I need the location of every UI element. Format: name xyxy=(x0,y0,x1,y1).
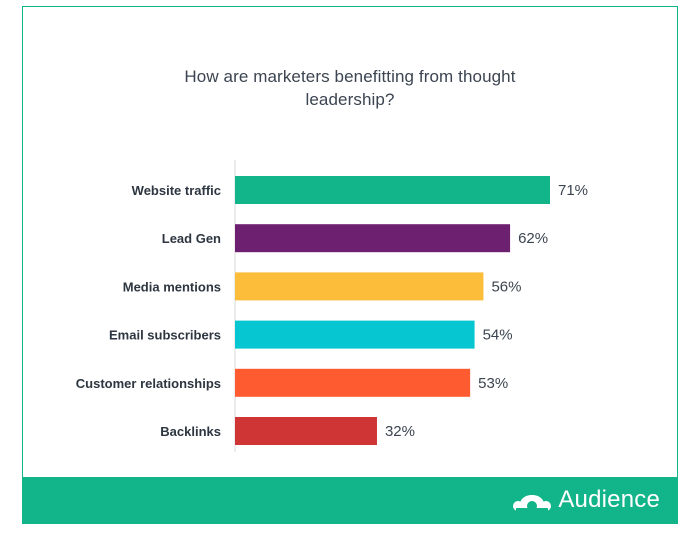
category-label-4: Customer relationships xyxy=(76,376,221,391)
bar-0 xyxy=(235,176,550,204)
category-label-1: Lead Gen xyxy=(162,231,221,246)
value-label-2: 56% xyxy=(491,278,521,295)
value-label-1: 62% xyxy=(518,230,548,247)
value-label-3: 54% xyxy=(483,327,513,344)
category-label-3: Email subscribers xyxy=(109,328,221,343)
category-label-0: Website traffic xyxy=(132,183,221,198)
chart-title-line-1: How are marketers benefitting from thoug… xyxy=(184,67,516,86)
brand-name: Audience xyxy=(558,486,660,513)
value-label-5: 32% xyxy=(385,423,415,440)
value-label-4: 53% xyxy=(478,375,508,392)
bar-chart: Website traffic 71% Lead Gen 62% Media menti… xyxy=(76,160,588,452)
bar-3 xyxy=(235,320,475,349)
footer-bar: Audience xyxy=(22,477,678,524)
brand: Audience xyxy=(512,485,660,515)
chart-title-line-2: leadership? xyxy=(305,90,395,109)
bar-4 xyxy=(235,368,471,397)
bar-5 xyxy=(235,417,377,445)
bar-2 xyxy=(235,272,484,301)
category-label-5: Backlinks xyxy=(160,424,221,439)
category-label-2: Media mentions xyxy=(123,279,221,294)
value-label-0: 71% xyxy=(558,182,588,199)
surveymonkey-icon xyxy=(513,495,552,512)
bar-1 xyxy=(235,224,511,253)
chart-title: How are marketers benefitting from thoug… xyxy=(23,65,677,111)
